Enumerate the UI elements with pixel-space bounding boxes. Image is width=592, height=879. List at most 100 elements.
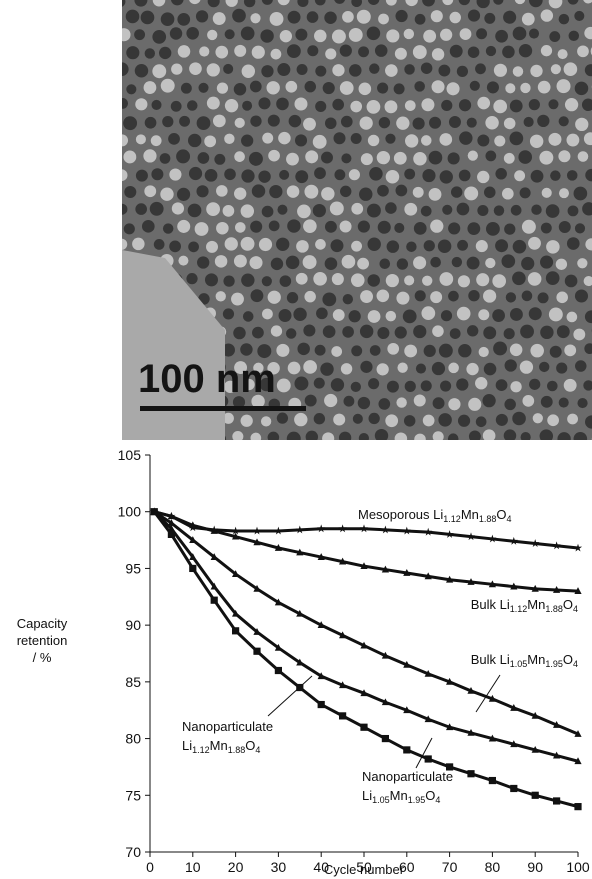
marker <box>488 776 496 785</box>
scale-bar <box>140 406 306 411</box>
marker <box>189 553 197 560</box>
tem-pore <box>304 184 319 199</box>
tem-pore <box>485 116 499 130</box>
tem-pore <box>261 205 274 218</box>
tem-pore <box>514 0 526 5</box>
marker <box>381 734 389 743</box>
tem-empty-region <box>122 250 225 440</box>
x-tick-label: 100 <box>566 859 590 875</box>
tem-pore <box>223 63 234 74</box>
tem-pore <box>521 219 536 234</box>
tem-pore <box>159 153 171 164</box>
tem-pore <box>476 0 490 9</box>
marker <box>360 641 368 649</box>
tem-pore <box>437 239 452 254</box>
tem-pore <box>394 47 407 60</box>
tem-pore <box>250 289 264 303</box>
tem-pore <box>520 432 531 440</box>
y-tick-label: 100 <box>118 504 142 520</box>
tem-pore <box>378 116 391 129</box>
tem-pore <box>315 239 326 250</box>
tem-pore <box>573 432 588 440</box>
tem-pore <box>412 117 425 130</box>
marker <box>424 669 432 677</box>
tem-pore <box>206 240 219 253</box>
tem-pore <box>316 307 328 320</box>
tem-pore <box>261 0 273 5</box>
tem-pore <box>267 431 280 440</box>
tem-pore <box>324 11 337 24</box>
tem-pore <box>458 0 471 6</box>
tem-pore <box>568 30 580 42</box>
tem-pore <box>357 220 370 233</box>
marker <box>381 698 389 706</box>
tem-pore <box>529 134 544 148</box>
tem-pore <box>262 132 274 144</box>
tem-pore <box>321 187 335 201</box>
tem-pore <box>233 83 247 96</box>
marker <box>510 582 518 590</box>
tem-pore <box>583 0 592 4</box>
tem-pore <box>269 184 283 199</box>
tem-pore <box>277 204 288 215</box>
tem-pore <box>521 256 535 271</box>
tem-pore <box>197 256 210 269</box>
tem-pore <box>451 256 463 268</box>
marker <box>467 728 475 736</box>
tem-pore <box>224 168 236 181</box>
tem-pore <box>151 168 164 181</box>
tem-pore <box>324 220 337 233</box>
tem-pore <box>294 412 308 427</box>
tem-pore <box>260 29 274 43</box>
tem-pore <box>357 257 369 270</box>
tem-pore <box>494 135 506 147</box>
marker <box>403 660 411 668</box>
marker <box>467 686 475 694</box>
tem-pore <box>257 344 272 359</box>
tem-pore <box>510 381 522 393</box>
tem-pore <box>332 309 345 321</box>
tem-pore <box>196 116 211 131</box>
tem-pore <box>458 169 471 182</box>
tem-pore <box>456 202 470 216</box>
tem-pore <box>350 273 365 287</box>
tem-pore <box>378 13 389 25</box>
tem-pore <box>122 98 129 109</box>
tem-pore <box>556 79 571 94</box>
tem-pore <box>248 151 263 166</box>
tem-pore <box>404 344 418 358</box>
tem-pore <box>404 275 415 286</box>
tem-pore <box>548 132 562 146</box>
tem-pore <box>241 64 256 78</box>
tem-pore <box>144 116 157 129</box>
tem-pore <box>476 273 490 287</box>
tem-pore <box>540 395 553 408</box>
tem-pore <box>405 134 419 148</box>
marker <box>317 672 325 680</box>
tem-pore <box>206 96 220 110</box>
tem-pore <box>359 116 373 130</box>
tem-pore <box>485 150 497 162</box>
marker <box>531 711 539 719</box>
y-tick-label: 75 <box>125 787 141 803</box>
tem-pore <box>440 28 453 41</box>
tem-pore <box>141 220 155 233</box>
tem-pore <box>170 100 182 112</box>
tem-pore <box>431 361 446 376</box>
tem-pore <box>558 13 570 25</box>
tem-pore <box>189 62 202 75</box>
marker <box>531 539 540 547</box>
tem-pore <box>277 63 291 77</box>
tem-pore <box>414 433 426 440</box>
tem-pore <box>528 99 540 111</box>
tem-pore <box>288 114 302 128</box>
marker <box>488 734 496 742</box>
tem-pore <box>287 219 301 233</box>
tem-pore <box>240 343 253 356</box>
marker <box>360 689 368 697</box>
tem-pore <box>233 254 247 268</box>
tem-pore <box>574 289 589 303</box>
tem-pore <box>439 272 454 286</box>
y-tick-label: 80 <box>125 731 141 747</box>
tem-pore <box>125 9 140 24</box>
